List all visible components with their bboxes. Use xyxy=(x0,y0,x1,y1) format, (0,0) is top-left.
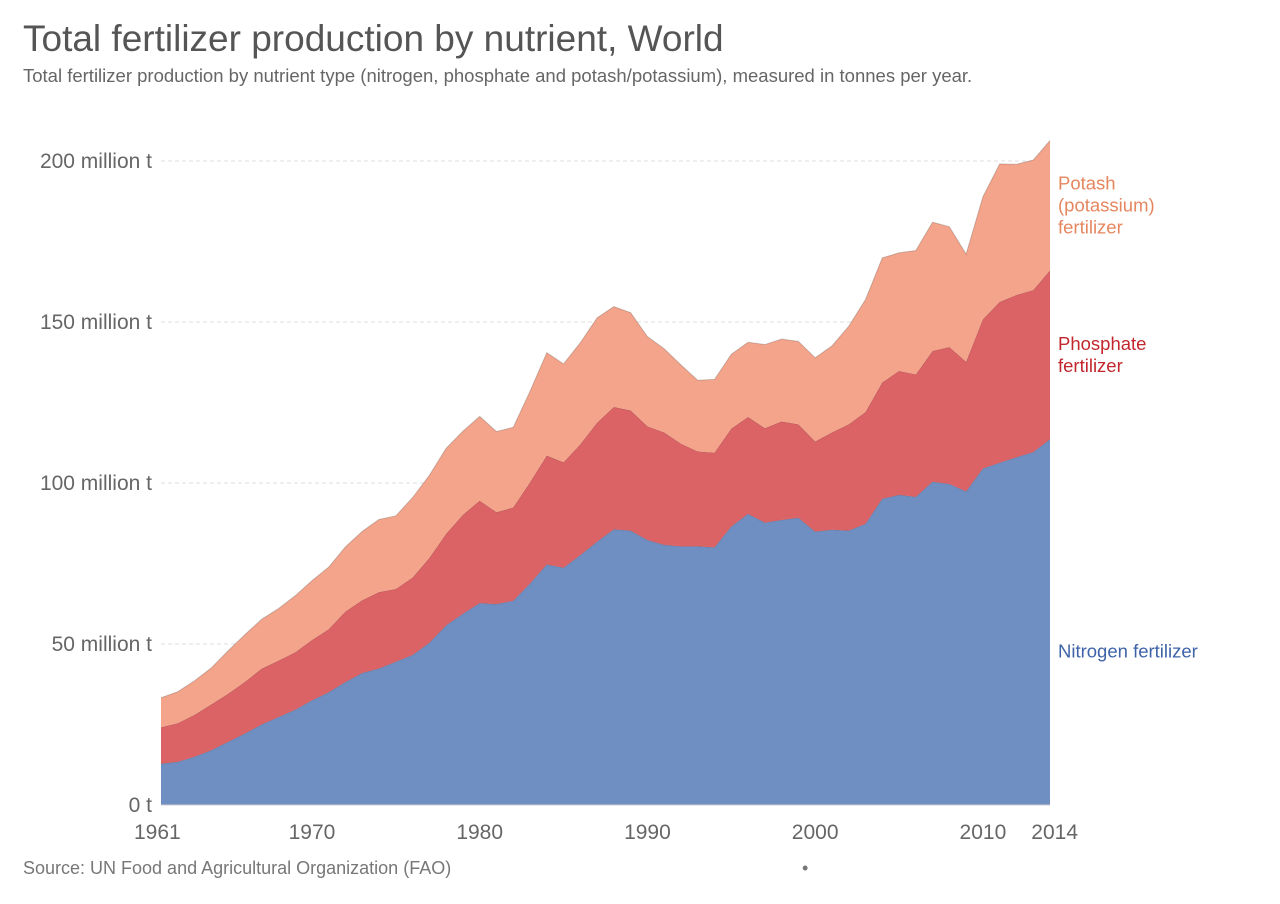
x-tick-label: 1980 xyxy=(456,821,503,844)
x-axis: 1961 1970 1980 1990 2000 2010 2014 xyxy=(134,821,1078,844)
area-nitrogen-fertilizer xyxy=(161,439,1050,805)
x-tick-label: 1990 xyxy=(624,821,671,844)
y-tick-label: 0 t xyxy=(129,794,153,817)
x-tick-label: 1961 xyxy=(134,821,181,844)
series-labels: Potash(potassium)fertilizerPhosphatefert… xyxy=(1058,172,1198,661)
area-phosphate-fertilizer xyxy=(161,270,1050,764)
x-tick-label: 2000 xyxy=(792,821,839,844)
footer-dot: • xyxy=(802,858,809,878)
series-label: Phosphate xyxy=(1058,333,1146,354)
y-tick-label: 50 million t xyxy=(52,633,153,656)
y-axis: 0 t 50 million t 100 million t 150 million … xyxy=(40,150,152,817)
x-tick-label: 2014 xyxy=(1031,821,1078,844)
series-label: Nitrogen fertilizer xyxy=(1058,640,1198,661)
y-tick-label: 150 million t xyxy=(40,311,152,334)
series-label: fertilizer xyxy=(1058,355,1123,376)
area-potash-potassium-fertilizer xyxy=(161,140,1050,728)
y-tick-label: 200 million t xyxy=(40,150,152,173)
x-tick-label: 2010 xyxy=(960,821,1007,844)
series-label: fertilizer xyxy=(1058,216,1123,237)
chart-title: Total fertilizer production by nutrient,… xyxy=(23,18,724,59)
area-layer xyxy=(160,140,1051,806)
source-note: Source: UN Food and Agricultural Organiz… xyxy=(23,858,452,878)
chart-subtitle: Total fertilizer production by nutrient … xyxy=(23,65,973,86)
area-top-line xyxy=(160,140,1051,699)
y-tick-label: 100 million t xyxy=(40,472,152,495)
series-label: (potassium) xyxy=(1058,194,1155,215)
series-label: Potash xyxy=(1058,172,1116,193)
x-tick-label: 1970 xyxy=(289,821,336,844)
